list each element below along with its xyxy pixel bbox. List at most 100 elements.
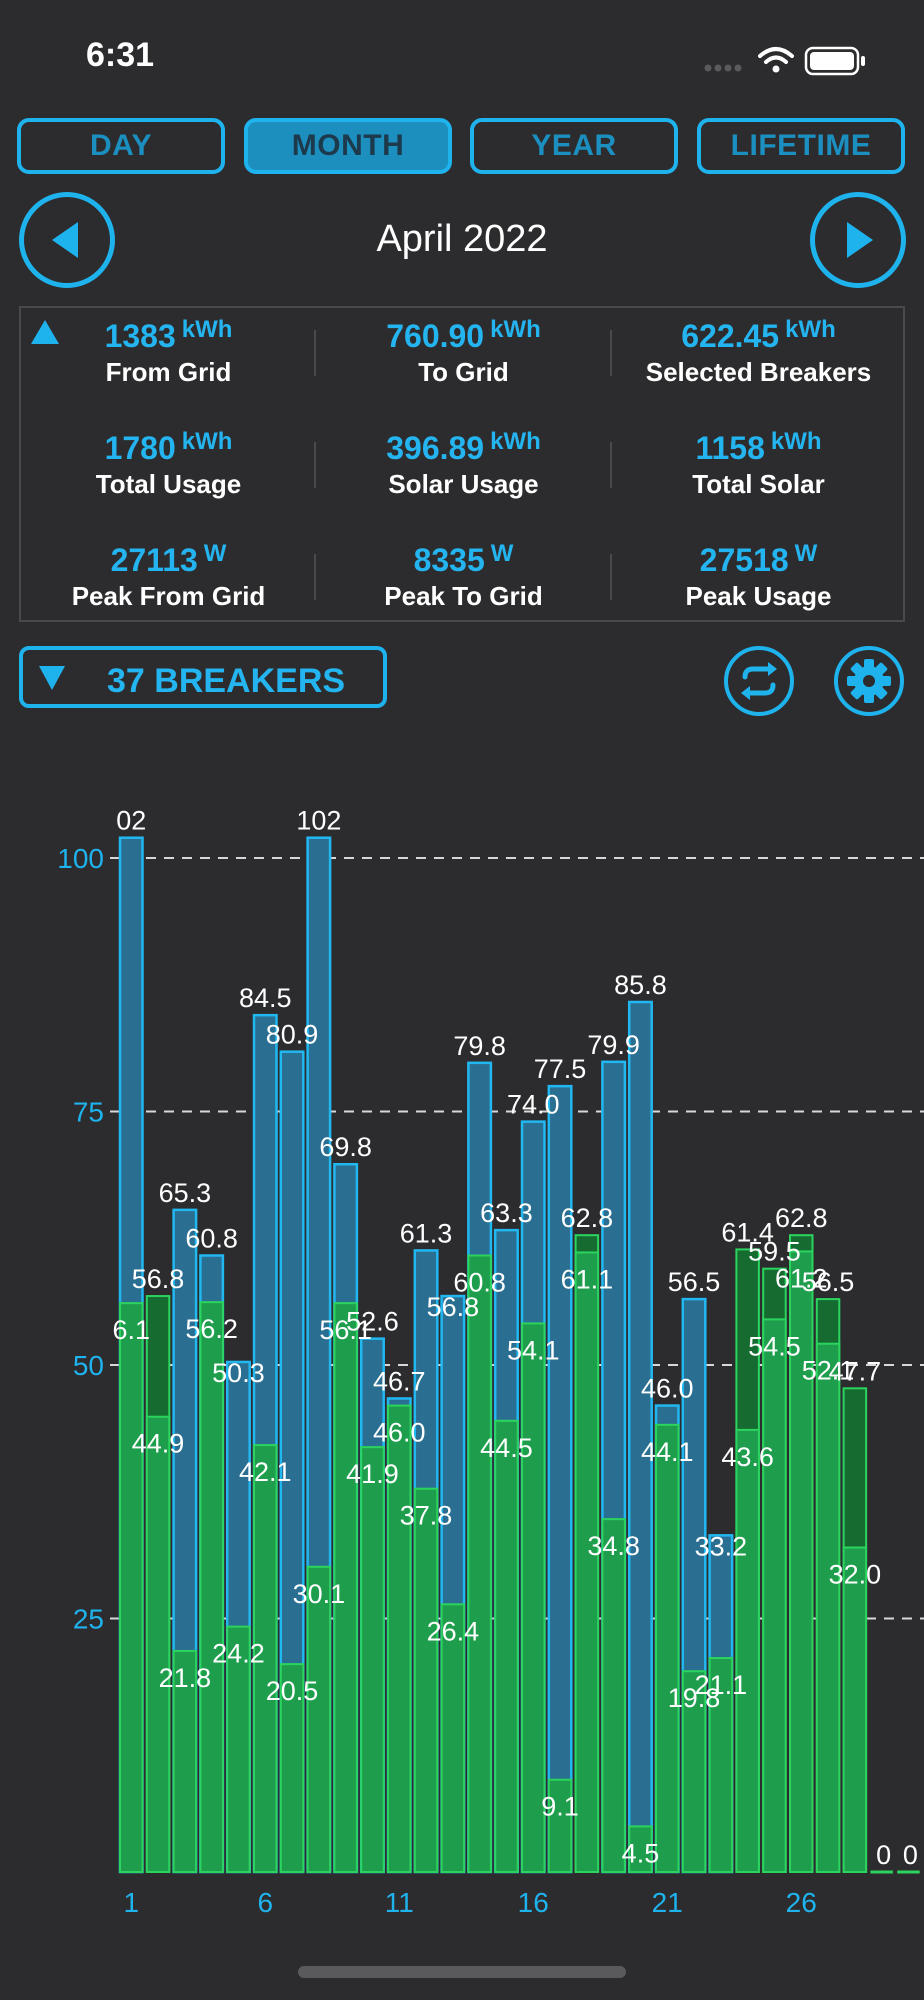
solar-bar	[521, 1322, 546, 1873]
solar-usage-bar	[815, 1342, 841, 1873]
home-indicator	[298, 1966, 626, 1978]
solar-value-label: 56.1	[319, 1315, 372, 1345]
total-value-label: 63.3	[480, 1198, 533, 1228]
wifi-icon	[758, 47, 794, 64]
total-value-label: 46.7	[373, 1366, 426, 1396]
total-value-label: 56.8	[427, 1292, 480, 1322]
period-label: April 2022	[376, 218, 548, 260]
settings-button[interactable]	[834, 646, 904, 716]
stat-total-solar: 1158 kWh Total Solar	[692, 428, 825, 499]
total-value-label: 65.3	[159, 1178, 212, 1208]
solar-value-label: 9.1	[541, 1792, 579, 1822]
stat-solar-usage: 396.89 kWh Solar Usage	[386, 428, 541, 499]
solar-bar	[360, 1446, 385, 1873]
solar-usage-bar	[842, 1546, 868, 1874]
tab-lifetime[interactable]: LIFETIME	[697, 118, 905, 174]
y-tick-label: 50	[73, 1350, 104, 1381]
solar-bar	[440, 1603, 466, 1874]
solar-usage-bar	[762, 1318, 787, 1873]
total-value-label: 0	[876, 1840, 891, 1870]
solar-usage-bar	[145, 1415, 171, 1873]
gear-icon	[847, 659, 891, 703]
solar-value-label: 52.1	[802, 1356, 855, 1386]
solar-bar	[547, 1778, 573, 1874]
breakers-dropdown-button[interactable]: 37 BREAKERS	[19, 646, 387, 708]
tab-month[interactable]: MONTH	[244, 118, 452, 174]
refresh-button[interactable]	[724, 646, 794, 716]
total-value-label: 0	[903, 1840, 918, 1870]
total-value-label: 62.8	[775, 1203, 828, 1233]
total-value-label: 74.0	[507, 1090, 560, 1120]
total-value-label: 80.9	[266, 1020, 319, 1050]
x-tick-label: 6	[257, 1887, 273, 1918]
total-value-label: 50.3	[212, 1358, 265, 1388]
total-value-label: 61.3	[400, 1218, 453, 1248]
solar-value-label: 34.8	[587, 1531, 640, 1561]
signal-icon	[704, 64, 742, 72]
stat-peak-from-grid: 27113 W Peak From Grid	[71, 540, 266, 611]
tab-day[interactable]: DAY	[17, 118, 225, 174]
status-icons	[704, 46, 865, 76]
total-value-label: 79.9	[587, 1030, 640, 1060]
solar-bar	[708, 1657, 734, 1874]
total-value-label: 47.7	[829, 1356, 882, 1386]
solar-bar	[279, 1663, 305, 1873]
solar-bar	[226, 1625, 251, 1873]
solar-value-label: 61.1	[561, 1264, 614, 1294]
divider	[610, 442, 612, 488]
solar-bar	[387, 1404, 412, 1873]
status-time: 6:31	[86, 36, 155, 74]
total-value-label: 60.8	[185, 1223, 238, 1253]
solar-bar	[467, 1254, 492, 1874]
play-right-icon	[847, 222, 873, 258]
solar-bar	[494, 1419, 519, 1874]
total-value-label: 52.6	[346, 1307, 399, 1337]
solar-bar	[655, 1423, 680, 1873]
stats-panel: 1383 kWh From Grid 760.90 kWh To Grid 622.…	[19, 306, 905, 622]
divider	[314, 442, 316, 488]
solar-usage-bar	[735, 1428, 760, 1873]
solar-value-label: 37.8	[400, 1501, 453, 1531]
x-tick-label: 16	[518, 1887, 549, 1918]
tab-year[interactable]: YEAR	[470, 118, 678, 174]
y-tick-label: 100	[57, 843, 104, 874]
previous-period-button[interactable]	[19, 192, 115, 288]
stat-peak-usage: 27518 W Peak Usage	[685, 540, 832, 611]
next-period-button[interactable]	[810, 192, 906, 288]
solar-value-label: 19.8	[668, 1683, 721, 1713]
stat-total-usage: 1780 kWh Total Usage	[95, 428, 242, 499]
solar-value-label: 24.2	[212, 1639, 265, 1669]
divider	[314, 330, 316, 376]
stat-to-grid: 760.90 kWh To Grid	[386, 316, 541, 387]
total-value-label: 46.0	[641, 1374, 694, 1404]
total-value-label: 33.2	[695, 1531, 748, 1561]
x-tick-label: 21	[652, 1887, 683, 1918]
solar-bar	[306, 1565, 332, 1873]
solar-value-label: 21.1	[695, 1670, 748, 1700]
triangle-up-icon[interactable]	[29, 316, 61, 348]
total-value-label: 102	[296, 806, 341, 836]
stat-peak-to-grid: 8335 W Peak To Grid	[384, 540, 543, 611]
stat-from-grid: 1383 kWh From Grid	[104, 316, 233, 387]
total-value-label: 02	[116, 806, 146, 836]
solar-value-label: 44.1	[641, 1437, 694, 1467]
total-value-label: 61.4	[721, 1217, 774, 1247]
battery-icon	[804, 46, 865, 76]
solar-value-label: 60.8	[453, 1267, 506, 1297]
solar-value-label: 54.5	[748, 1331, 801, 1361]
total-value-label: 56.5	[802, 1267, 855, 1297]
solar-value-label: 61.2	[775, 1263, 828, 1293]
play-left-icon	[52, 222, 78, 258]
total-value-label: 84.5	[239, 983, 292, 1013]
divider	[610, 554, 612, 600]
usage-chart: 255075100026.156.844.965.321.860.856.224…	[57, 806, 924, 1918]
solar-bar	[628, 1825, 653, 1873]
solar-value-label: 44.5	[480, 1433, 533, 1463]
x-tick-label: 1	[123, 1887, 139, 1918]
total-value-label: 85.8	[614, 970, 667, 1000]
solar-bar	[601, 1518, 626, 1873]
period-tabs: DAY MONTH YEAR LIFETIME	[17, 118, 911, 176]
y-tick-label: 75	[73, 1097, 104, 1128]
solar-value-label: 46.0	[373, 1418, 426, 1448]
x-tick-label: 11	[385, 1887, 414, 1918]
